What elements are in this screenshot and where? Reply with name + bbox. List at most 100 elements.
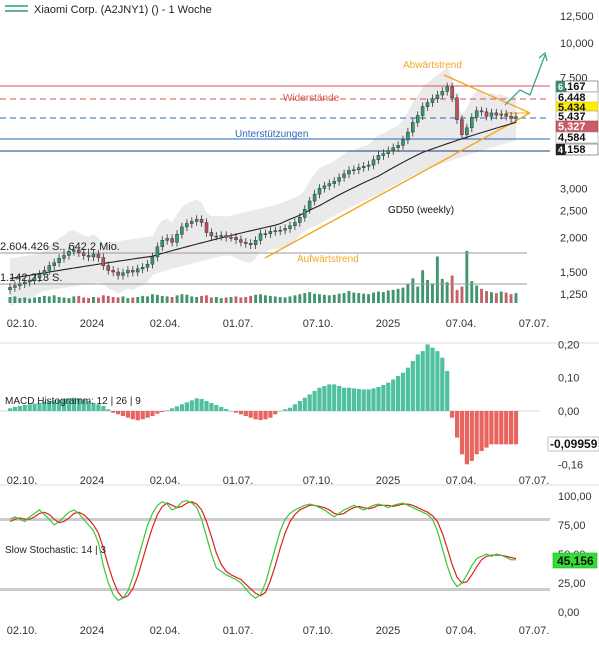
macd-bar <box>116 411 121 415</box>
volume-bar <box>499 291 503 303</box>
candle-body <box>135 268 140 273</box>
x-axis-label: 07.10. <box>303 475 334 487</box>
macd-bar <box>243 411 248 416</box>
macd-bar <box>332 384 337 411</box>
candle-body <box>86 255 91 258</box>
macd-bar <box>297 401 302 411</box>
volume-bar <box>278 297 282 303</box>
volume-bar <box>352 292 356 303</box>
candle-body <box>425 102 430 107</box>
macd-bar <box>106 409 111 411</box>
volume-bar <box>200 295 203 303</box>
x-axis-label: 07.10. <box>303 625 334 637</box>
candle-body <box>479 110 484 113</box>
candle-body <box>101 257 106 266</box>
volume-bar <box>273 296 277 303</box>
price-y-tick: 1,250 <box>560 289 588 301</box>
badge-marker-4-text: 4 <box>558 145 563 155</box>
label-aufwaertstrend: Aufwärtstrend <box>297 254 359 265</box>
macd-bar <box>405 367 410 411</box>
volume-bar <box>106 295 110 303</box>
candle-body <box>194 219 199 222</box>
candle-body <box>332 181 336 184</box>
volume-bar <box>401 287 405 303</box>
candle-body <box>106 265 110 271</box>
price-y-tick: 12,500 <box>560 11 594 23</box>
volume-bar <box>165 296 169 303</box>
candle-body <box>229 237 233 239</box>
volume-bar <box>455 289 459 303</box>
macd-bar <box>346 387 352 411</box>
trendline-up <box>264 112 531 259</box>
stoch-y-tick: 25,00 <box>558 578 586 590</box>
volume-bar <box>131 297 135 303</box>
macd-bar <box>513 411 519 445</box>
macd-bar <box>440 357 445 411</box>
candle-body <box>396 145 400 148</box>
candle-body <box>116 271 120 276</box>
macd-y-tick: 0,10 <box>558 373 579 385</box>
volume-bar <box>116 297 120 303</box>
macd-bar <box>415 354 420 411</box>
candle-body <box>121 272 125 276</box>
macd-bar <box>459 411 465 455</box>
candle-body <box>224 235 228 238</box>
volume-bar <box>268 295 272 303</box>
macd-bar <box>7 408 13 411</box>
price-badge <box>555 131 599 144</box>
macd-bar <box>273 411 278 415</box>
macd-bar <box>135 411 140 421</box>
volume-bar <box>318 294 321 303</box>
candle-body <box>81 252 86 256</box>
price-badge-value: 5,327 <box>558 121 586 133</box>
macd-bar <box>145 411 150 418</box>
macd-bar <box>307 394 312 411</box>
candle-body <box>209 232 214 237</box>
volume-bar <box>411 278 415 303</box>
stoch-d-line <box>9 501 517 599</box>
macd-bar <box>361 389 366 411</box>
x-axis-label: 2024 <box>80 318 104 330</box>
volume-bar <box>381 292 385 303</box>
candle-body <box>22 281 27 285</box>
macd-bar <box>248 411 253 418</box>
volume-bar <box>509 294 513 303</box>
volume-bar <box>327 295 331 303</box>
volume-bar <box>460 286 464 303</box>
macd-bar <box>327 384 332 411</box>
stoch-y-tick: 75,00 <box>558 520 586 532</box>
macd-bar <box>268 411 273 418</box>
volume-bar <box>234 296 238 303</box>
volume-bar <box>362 293 366 303</box>
candle-body <box>67 251 71 256</box>
candle-body <box>248 243 253 245</box>
volume-bar <box>97 297 100 303</box>
candle-body <box>465 127 469 135</box>
candle-body <box>509 115 513 119</box>
macd-bar <box>263 411 268 420</box>
macd-y-tick: 0,20 <box>558 339 579 351</box>
macd-bar <box>322 386 327 411</box>
macd-bar <box>76 398 81 411</box>
candle-body <box>37 274 42 278</box>
macd-bar <box>42 401 47 411</box>
volume-bar <box>28 298 32 303</box>
macd-bar <box>396 376 401 411</box>
volume-bar <box>303 293 307 303</box>
label-abwaertstrend: Abwärtstrend <box>403 60 462 71</box>
volume-bar <box>475 285 479 303</box>
macd-bar <box>464 411 469 465</box>
candle-body <box>445 86 449 92</box>
volume-bar <box>480 288 483 303</box>
candle-body <box>8 287 12 291</box>
volatility-band <box>10 66 516 306</box>
stoch-title: Slow Stochastic: 14 | 3 <box>5 545 106 556</box>
candle-body <box>219 235 223 237</box>
macd-bar <box>170 408 175 411</box>
macd-bar <box>430 347 435 411</box>
stoch-lower-band <box>0 588 550 591</box>
candle-body <box>298 217 302 223</box>
x-axis-label: 01.07. <box>223 318 254 330</box>
macd-bar <box>66 398 72 411</box>
candle-body <box>13 285 17 288</box>
